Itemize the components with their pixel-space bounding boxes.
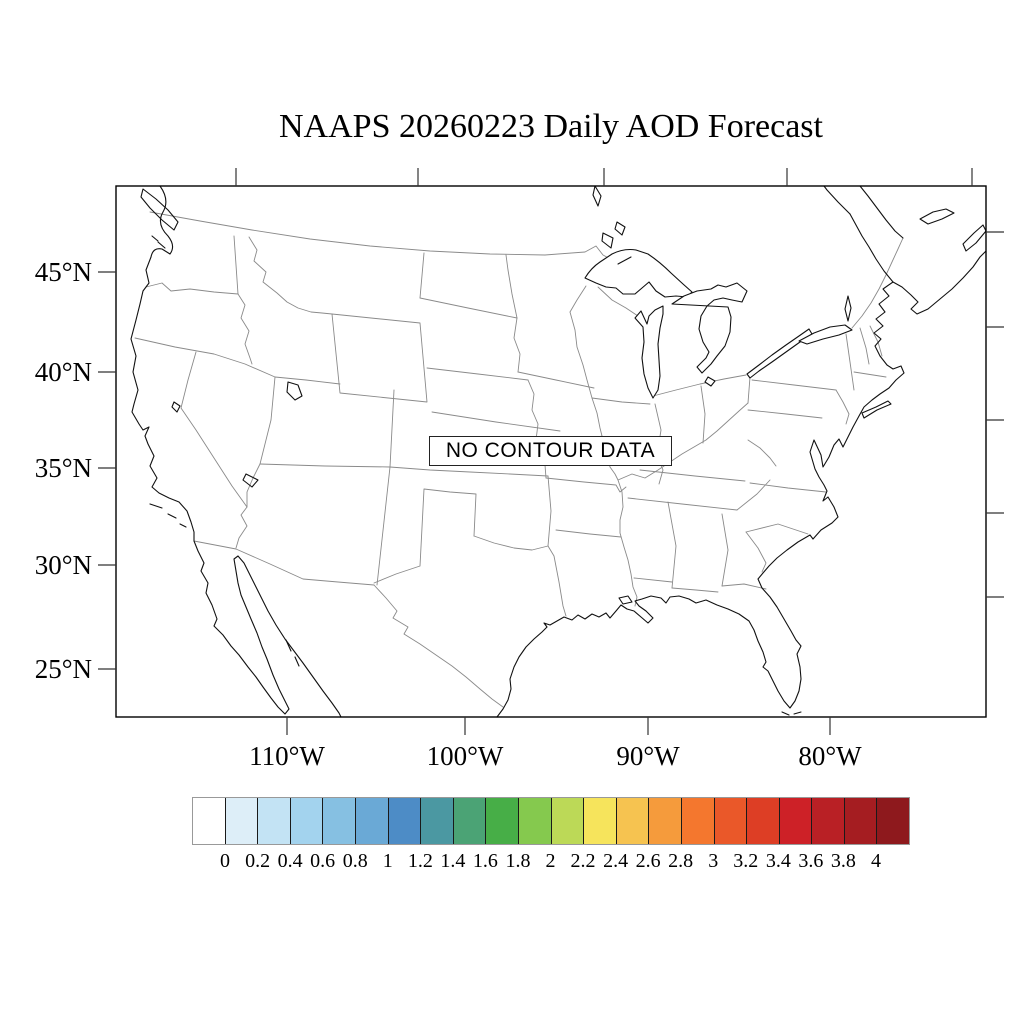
- axis-labels: 45°N 40°N 35°N 30°N 25°N 110°W 100°W 90°W 80°W: [35, 257, 862, 771]
- colorbar-cell: [876, 798, 910, 844]
- colorbar-tick-label: 0.4: [277, 850, 303, 872]
- colorbar-tick-label: 3.6: [798, 850, 824, 872]
- colorbar-tick-label: 3: [708, 850, 719, 872]
- colorbar-cell: [387, 798, 421, 844]
- colorbar-tick-label: 2: [545, 850, 556, 872]
- state-borders: [134, 211, 904, 708]
- colorbar-tick-label: 2.2: [570, 850, 596, 872]
- colorbar-cell: [778, 798, 812, 844]
- colorbar-tick-label: 2.4: [603, 850, 629, 872]
- colorbar-cell: [517, 798, 551, 844]
- lon-label: 90°W: [616, 741, 680, 771]
- colorbar-cell: [615, 798, 649, 844]
- colorbar-cell: [843, 798, 877, 844]
- colorbar-cell: [583, 798, 616, 844]
- map-frame: [115, 185, 987, 718]
- colorbar-tick-label: 1.6: [472, 850, 498, 872]
- no-contour-data-label: NO CONTOUR DATA: [445, 439, 656, 462]
- colorbar: [192, 797, 910, 845]
- plot-title: NAAPS 20260223 Daily AOD Forecast: [279, 108, 823, 145]
- colorbar-tick-label: 1: [382, 850, 393, 872]
- colorbar-cell: [257, 798, 290, 844]
- colorbar-cell: [193, 798, 225, 844]
- colorbar-cell: [680, 798, 714, 844]
- colorbar-tick-label: 1.4: [440, 850, 466, 872]
- colorbar-tick-label: 0: [220, 850, 231, 872]
- colorbar-cell: [550, 798, 584, 844]
- colorbar-cell: [452, 798, 486, 844]
- colorbar-cell: [420, 798, 453, 844]
- colorbar-tick-label: 3.8: [830, 850, 856, 872]
- colorbar-cell: [648, 798, 681, 844]
- colorbar-cell: [713, 798, 747, 844]
- no-contour-data-box: NO CONTOUR DATA: [429, 436, 672, 466]
- lat-label: 35°N: [35, 453, 92, 483]
- colorbar-tick-label: 0.6: [310, 850, 336, 872]
- colorbar-cell: [485, 798, 518, 844]
- colorbar-tick-label: 1.8: [505, 850, 531, 872]
- lat-label: 40°N: [35, 357, 92, 387]
- lat-label: 30°N: [35, 550, 92, 580]
- colorbar-tick-label: 0.2: [245, 850, 271, 872]
- colorbar-cell: [322, 798, 355, 844]
- colorbar-tick-label: 3.4: [765, 850, 791, 872]
- lakes: [584, 185, 853, 399]
- colorbar-tick-label: 0.8: [342, 850, 368, 872]
- colorbar-cell: [811, 798, 844, 844]
- colorbar-tick-label: 3.2: [733, 850, 759, 872]
- colorbar-tick-label: 2.8: [668, 850, 694, 872]
- lon-label: 110°W: [249, 741, 325, 771]
- colorbar-labels: 0 0.2 0.4 0.6 0.8 1 1.2 1.4 1.6 1.8 2 2.2 2.4 2.6 2.8 3…: [0, 848, 1024, 876]
- colorbar-cell: [289, 798, 323, 844]
- colorbar-tick-label: 2.6: [635, 850, 661, 872]
- colorbar-cell: [746, 798, 779, 844]
- lat-label: 45°N: [35, 257, 92, 287]
- coastlines: [130, 185, 987, 718]
- colorbar-tick-label: 1.2: [407, 850, 433, 872]
- lat-label: 25°N: [35, 654, 92, 684]
- colorbar-tick-label: 4: [870, 850, 881, 872]
- axis-ticks: [98, 168, 1004, 735]
- lon-label: 80°W: [798, 741, 862, 771]
- colorbar-cell: [224, 798, 258, 844]
- colorbar-cell: [354, 798, 388, 844]
- lon-label: 100°W: [427, 741, 504, 771]
